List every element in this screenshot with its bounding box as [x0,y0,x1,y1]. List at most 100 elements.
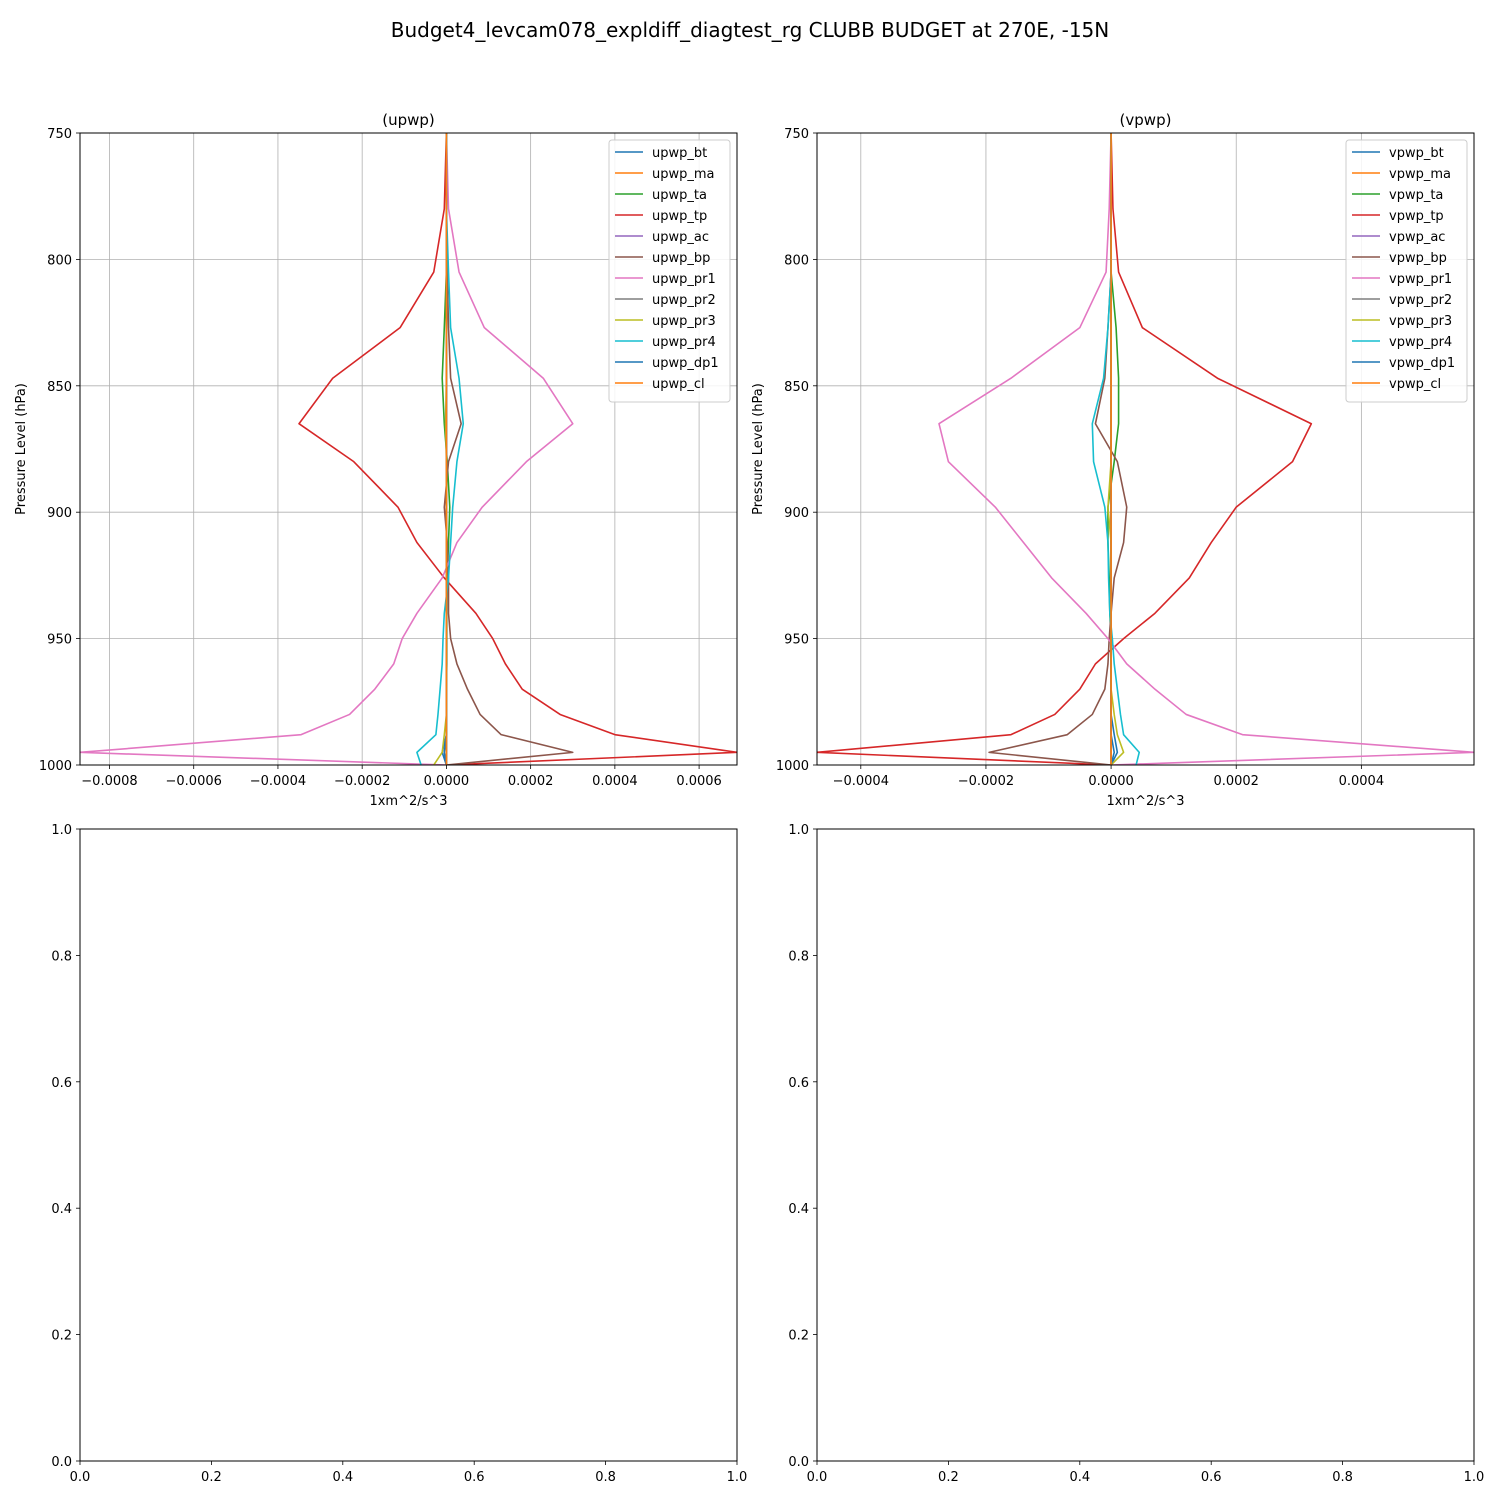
series-line-vpwp_bp [988,133,1128,765]
x-tick-label: 0.0002 [508,774,554,789]
x-tick-label: 0.0004 [1339,774,1385,789]
series-line-upwp_pr4 [416,133,465,765]
series-line-vpwp_pr1 [938,133,1474,765]
y-tick-label: 1.0 [51,823,72,838]
figure-suptitle: Budget4_levcam078_expldiff_diagtest_rg C… [391,18,1110,42]
x-tick-label: 0.4 [332,1470,353,1485]
x-tick-label: 0.0002 [1213,774,1259,789]
y-tick-label: 850 [784,380,809,395]
x-tick-label: 1.0 [1464,1470,1485,1485]
y-tick-label: 1.0 [788,823,809,838]
x-tick-label: 0.4 [1069,1470,1090,1485]
series-line-vpwp_pr4 [1091,133,1141,765]
y-tick-label: 950 [47,633,72,648]
legend-label: upwp_ac [652,230,709,245]
y-tick-label: 1000 [39,759,72,774]
legend-label: vpwp_pr1 [1389,272,1452,287]
x-tick-label: −0.0004 [833,774,889,789]
legend-label: upwp_bp [652,251,710,266]
chart-title: (upwp) [382,111,435,129]
x-tick-label: 0.2 [938,1470,959,1485]
y-tick-label: 0.8 [51,949,72,964]
y-tick-label: 950 [784,633,809,648]
chart-panel-3: 0.0 0.2 0.4 0.6 0.8 1.0 0.0 0.2 0.4 0.6 0.8 1.0 [788,823,1484,1485]
y-tick-label: 0.8 [788,949,809,964]
legend: vpwp_bt vpwp_ma vpwp_ta vpwp_tp vpwp_ac vpwp_… [1345,139,1468,403]
x-tick-label: −0.0008 [81,774,137,789]
legend-label: vpwp_ac [1389,230,1445,245]
legend-box [608,139,731,403]
chart-panel-2: 0.0 0.2 0.4 0.6 0.8 1.0 0.0 0.2 0.4 0.6 0.8 1.0 [51,823,747,1485]
plot-frame [79,828,738,1462]
y-tick-label: 850 [47,380,72,395]
x-tick-label: 0.0006 [676,774,722,789]
legend-label: vpwp_dp1 [1389,356,1455,371]
x-tick-label: 0.8 [1332,1470,1353,1485]
legend-label: upwp_pr4 [652,335,716,350]
x-tick-label: 0.0 [807,1470,828,1485]
legend-label: vpwp_cl [1389,377,1441,392]
series-line-upwp_tp [298,133,737,765]
legend-label: vpwp_ta [1389,188,1443,203]
legend-label: upwp_pr2 [652,293,716,308]
legend-label: vpwp_bp [1389,251,1447,266]
x-tick-label: −0.0006 [166,774,222,789]
legend-label: upwp_ta [652,188,707,203]
x-tick-label: 0.6 [464,1470,485,1485]
y-tick-label: 750 [47,127,72,142]
chart-panel-1: −0.0004 −0.0002 0.0000 0.0002 0.0004 750 800 85… [751,111,1475,809]
plot-frame [79,132,738,766]
x-axis-label: 1xm^2/s^3 [1106,794,1184,809]
y-tick-label: 0.0 [788,1455,809,1470]
legend-box [1345,139,1468,403]
y-tick-label: 0.2 [51,1329,72,1344]
legend-label: vpwp_pr3 [1389,314,1452,329]
series-line-vpwp_tp [817,133,1313,765]
legend-label: vpwp_pr2 [1389,293,1452,308]
legend-label: vpwp_bt [1389,146,1444,161]
y-axis-label: Pressure Level (hPa) [751,383,766,515]
legend-label: upwp_dp1 [652,356,719,371]
x-tick-label: 0.2 [201,1470,222,1485]
legend-label: upwp_pr1 [652,272,716,287]
x-tick-label: 0.0004 [592,774,638,789]
y-tick-label: 0.4 [51,1202,72,1217]
legend-label: upwp_ma [652,167,715,182]
y-tick-label: 900 [784,506,809,521]
y-axis-label: Pressure Level (hPa) [14,383,29,515]
y-tick-label: 0.0 [51,1455,72,1470]
series-line-upwp_pr1 [80,133,574,765]
x-tick-label: 1.0 [727,1470,748,1485]
legend-label: upwp_pr3 [652,314,716,329]
x-axis-label: 1xm^2/s^3 [369,794,447,809]
y-tick-label: 0.2 [788,1329,809,1344]
chart-title: (vpwp) [1120,111,1172,129]
x-tick-label: 0.8 [595,1470,616,1485]
x-tick-label: −0.0002 [334,774,390,789]
y-tick-label: 0.4 [788,1202,809,1217]
y-tick-label: 800 [784,253,809,268]
x-tick-label: 0.0 [70,1470,91,1485]
legend-label: vpwp_ma [1389,167,1451,182]
y-tick-label: 1000 [776,759,809,774]
x-tick-label: −0.0004 [250,774,306,789]
series-line-upwp_pr3 [433,133,448,765]
plot-frame [816,828,1475,1462]
x-tick-label: 0.6 [1201,1470,1222,1485]
x-tick-label: 0.0000 [424,774,470,789]
plot-frame [816,132,1475,766]
y-tick-label: 900 [47,506,72,521]
legend-label: vpwp_pr4 [1389,335,1452,350]
series-line-upwp_bp [443,133,574,765]
y-tick-label: 0.6 [51,1076,72,1091]
legend: upwp_bt upwp_ma upwp_ta upwp_tp upwp_ac upwp_… [608,139,731,403]
x-tick-label: 0.0000 [1088,774,1134,789]
y-tick-label: 800 [47,253,72,268]
y-tick-label: 0.6 [788,1076,809,1091]
legend-label: upwp_tp [652,209,707,224]
chart-panel-0: −0.0008 −0.0006 −0.0004 −0.0002 0.0000 0.0002… [14,111,738,809]
legend-label: upwp_cl [652,377,705,392]
y-tick-label: 750 [784,127,809,142]
legend-label: upwp_bt [652,146,707,161]
